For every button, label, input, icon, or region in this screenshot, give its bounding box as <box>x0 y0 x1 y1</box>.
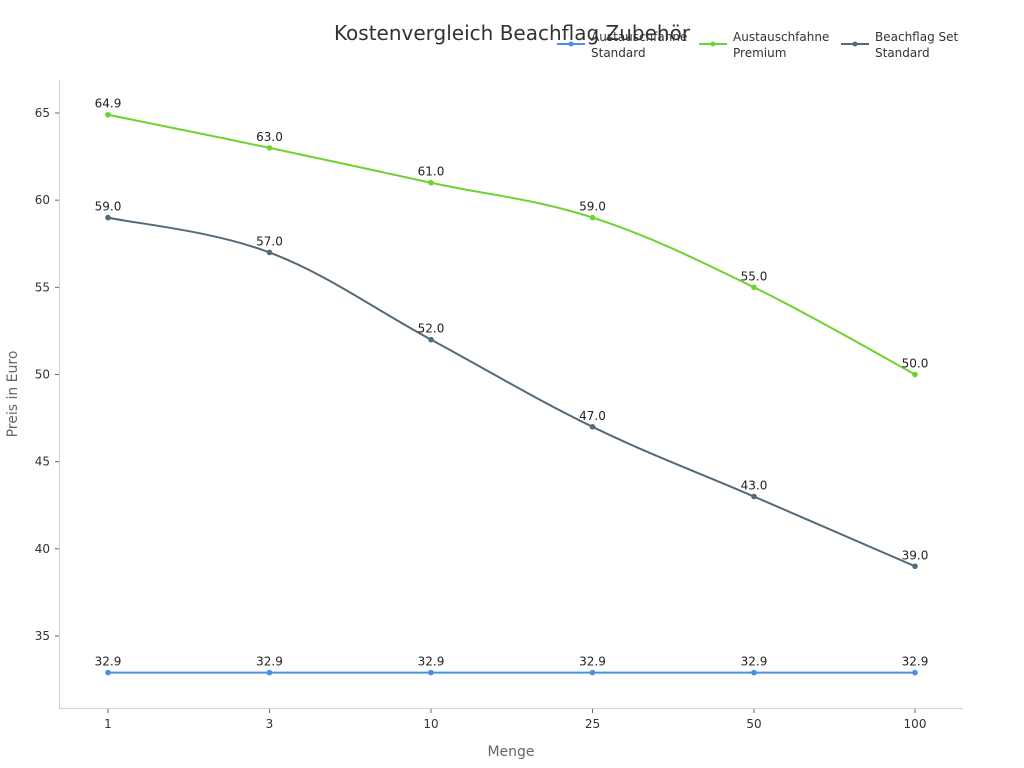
data-label: 52.0 <box>418 322 445 336</box>
legend-marker <box>710 41 716 47</box>
data-label: 55.0 <box>741 269 768 283</box>
data-point <box>428 669 434 676</box>
data-label: 32.9 <box>95 655 122 669</box>
data-label: 32.9 <box>579 655 606 669</box>
data-point <box>428 179 434 186</box>
data-point <box>105 111 111 118</box>
chart-title: Kostenvergleich Beachflag Zubehör <box>334 21 691 45</box>
data-label: 50.0 <box>902 356 929 370</box>
series-austauschfahne-premium <box>105 111 918 378</box>
data-label: 61.0 <box>418 165 445 179</box>
legend-label: Beachflag Set <box>875 30 959 44</box>
data-point <box>266 145 273 151</box>
data-point <box>589 423 596 430</box>
data-point <box>428 336 434 343</box>
series-layer <box>105 111 918 676</box>
y-tick-label: 35 <box>35 629 50 643</box>
x-tick-label: 100 <box>904 717 927 731</box>
y-tick-label: 55 <box>35 280 50 294</box>
series-austauschfahne-standard <box>105 669 918 676</box>
legend-item: Austauschfahne Premium <box>699 30 829 60</box>
data-point <box>751 493 757 500</box>
x-ticks: 1 3 10 25 50 100 <box>104 709 926 731</box>
data-label: 63.0 <box>256 130 283 144</box>
data-label: 32.9 <box>256 655 283 669</box>
x-tick-label: 1 <box>104 717 112 731</box>
series-line <box>107 216 916 568</box>
data-label: 32.9 <box>418 655 445 669</box>
data-point <box>912 563 918 570</box>
y-tick-label: 50 <box>35 367 50 381</box>
x-tick-label: 10 <box>423 717 438 731</box>
data-label: 32.9 <box>741 655 768 669</box>
data-point <box>912 669 918 676</box>
y-tick-label: 45 <box>35 455 50 469</box>
data-point <box>589 669 596 676</box>
data-label: 59.0 <box>95 200 122 214</box>
x-axis-title: Menge <box>487 744 534 760</box>
data-label: 64.9 <box>95 97 122 111</box>
y-tick-label: 60 <box>35 193 50 207</box>
data-point <box>589 214 596 221</box>
data-point <box>105 669 111 676</box>
y-tick-label: 40 <box>35 542 50 556</box>
data-label: 43.0 <box>741 479 768 493</box>
data-label: 47.0 <box>579 409 606 423</box>
x-tick-label: 3 <box>266 717 274 731</box>
data-point <box>751 669 757 676</box>
legend-label: Austauschfahne <box>733 30 829 44</box>
axes <box>59 80 963 709</box>
legend: Austauschfahne Standard Austauschfahne Prem… <box>557 30 959 60</box>
data-point <box>266 669 273 676</box>
y-ticks: 35 40 45 50 55 60 65 <box>35 106 59 643</box>
legend-marker <box>568 41 574 47</box>
data-label: 57.0 <box>256 234 283 248</box>
data-point <box>266 249 273 256</box>
legend-label: Premium <box>733 46 786 60</box>
legend-label: Austauschfahne <box>591 30 687 44</box>
series-beachflag-set-standard <box>105 214 918 570</box>
y-axis-title: Preis in Euro <box>5 351 21 438</box>
data-point <box>912 371 918 378</box>
series-line <box>107 113 916 376</box>
x-tick-label: 25 <box>585 717 600 731</box>
x-tick-label: 50 <box>746 717 761 731</box>
data-label: 39.0 <box>902 548 929 562</box>
legend-item: Austauschfahne Standard <box>557 30 687 60</box>
data-label: 32.9 <box>902 655 929 669</box>
data-point <box>105 214 111 221</box>
legend-marker <box>852 41 858 47</box>
legend-label: Standard <box>591 46 646 60</box>
legend-item: Beachflag Set Standard <box>841 30 959 60</box>
data-point <box>751 284 757 291</box>
y-tick-label: 65 <box>35 106 50 120</box>
data-label: 59.0 <box>579 200 606 214</box>
data-labels: 32.9 32.9 32.9 32.9 32.9 32.9 64.9 63.0 61.0 59.0… <box>95 97 929 669</box>
legend-label: Standard <box>875 46 930 60</box>
